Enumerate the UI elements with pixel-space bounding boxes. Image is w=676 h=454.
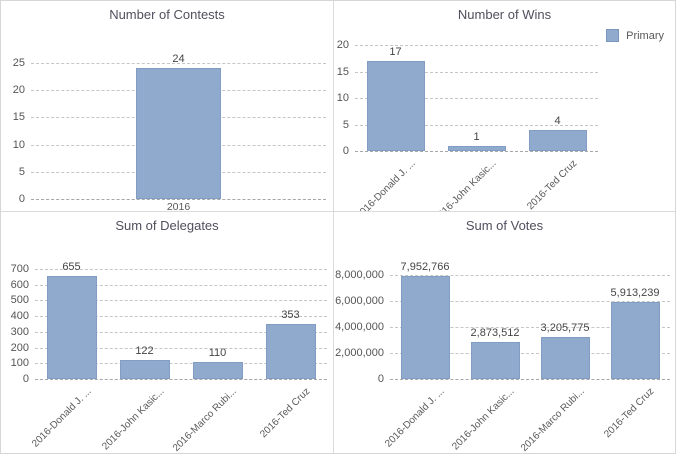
y-axis-tick-label: 20	[12, 84, 25, 97]
legend: Primary	[606, 29, 664, 42]
chart-panel-sum-of-votes: Sum of Votes 0 2,000,000 4,000,000 6,000,00…	[334, 212, 675, 453]
bar-value-label: 353	[281, 308, 300, 321]
legend-label: Primary	[626, 29, 664, 42]
bar-value-label: 7,952,766	[400, 260, 450, 273]
y-axis-tick-label: 200	[10, 341, 29, 354]
bar-value-label: 4	[554, 114, 561, 127]
gridline	[355, 71, 598, 73]
bar	[265, 323, 316, 379]
y-axis-tick-label: 2,000,000	[335, 347, 384, 359]
bar-value-label: 655	[62, 261, 81, 274]
gridline	[35, 347, 327, 349]
gridline	[31, 63, 326, 64]
bar-value-label: 1	[473, 130, 480, 143]
chart-title: Sum of Delegates	[115, 218, 219, 233]
gridline	[35, 316, 327, 318]
y-axis-tick-label: 6,000,000	[335, 295, 384, 307]
bar	[447, 145, 506, 151]
x-axis-tick-label: 2016-Ted Cruz	[258, 386, 313, 441]
bar-value-label: 17	[389, 45, 402, 58]
x-axis-tick-label: 2016	[166, 201, 191, 212]
bar-value-label: 24	[172, 53, 185, 66]
x-axis-baseline	[31, 199, 326, 200]
gridline	[390, 275, 670, 276]
x-axis-tick-label: 2016-Donald J. ...	[383, 386, 447, 450]
x-axis-tick-label: 2016-Ted Cruz	[525, 158, 580, 212]
bar	[192, 361, 243, 379]
chart-title: Sum of Votes	[465, 218, 544, 233]
gridline	[355, 98, 598, 99]
y-axis-tick-label: 20	[336, 39, 349, 51]
y-axis-tick-label: 0	[377, 373, 384, 385]
legend-swatch-icon	[606, 29, 620, 42]
y-axis-tick-label: 500	[10, 294, 29, 307]
y-axis-tick-label: 600	[10, 278, 29, 291]
plot-area-delegates: 0 100 200 300 400 500 600 700 655 2016-Donald J. …	[1, 212, 333, 453]
gridline	[355, 124, 598, 126]
x-axis-tick-label: 2016-John Kasic...	[450, 386, 517, 453]
bar-value-label: 122	[135, 344, 154, 357]
x-axis-tick-label: 2016-Ted Cruz	[602, 386, 657, 441]
gridline	[35, 284, 327, 286]
y-axis-tick-label: 5	[342, 118, 349, 131]
bar	[400, 275, 450, 379]
chart-title: Number of Contests	[109, 7, 225, 22]
bar	[540, 337, 590, 379]
bar-value-label: 110	[208, 346, 227, 359]
y-axis-tick-label: 4,000,000	[335, 321, 384, 333]
x-axis-tick-label: 2016-John Kasic...	[431, 158, 499, 212]
x-axis-baseline	[35, 379, 327, 380]
x-axis-baseline	[390, 379, 670, 380]
y-axis-tick-label: 10	[336, 92, 349, 104]
bar	[470, 341, 520, 379]
plot-area-contests: 0 5 10 15 20 25 24 2016	[1, 1, 333, 211]
bar	[366, 60, 425, 151]
x-axis-tick-label: 2016-Donald J. ...	[353, 158, 418, 212]
gridline	[355, 45, 598, 46]
gridline	[390, 327, 670, 328]
y-axis-tick-label: 15	[12, 111, 25, 124]
bar-value-label: 5,913,239	[610, 287, 660, 300]
bar	[136, 68, 221, 199]
bar	[119, 359, 170, 379]
y-axis-tick-label: 400	[10, 310, 29, 323]
y-axis-tick-label: 15	[336, 65, 349, 78]
bar-value-label: 2,873,512	[470, 326, 520, 339]
plot-area-votes: 0 2,000,000 4,000,000 6,000,000 8,000,000 7,9…	[334, 212, 675, 453]
y-axis-tick-label: 0	[18, 193, 25, 205]
gridline	[35, 269, 327, 270]
plot-area-wins: 0 5 10 15 20 17 2016-Donald J. ... 1 2016-John K…	[334, 1, 675, 211]
chart-title: Number of Wins	[457, 7, 552, 22]
gridline	[35, 300, 327, 302]
gridline	[35, 331, 327, 333]
y-axis-tick-label: 5	[18, 165, 25, 178]
x-axis-tick-label: 2016-Marco Rubi...	[171, 386, 240, 453]
y-axis-tick-label: 700	[10, 263, 29, 275]
y-axis-tick-label: 0	[22, 373, 29, 385]
chart-panel-number-of-wins: Number of Wins Primary 0 5 10 15 20 17 2016-Do…	[334, 1, 675, 212]
y-axis-tick-label: 25	[12, 57, 25, 69]
y-axis-tick-label: 8,000,000	[335, 269, 384, 281]
bar	[46, 276, 97, 379]
chart-panel-sum-of-delegates: Sum of Delegates 0 100 200 300 400 500 600 700 6…	[1, 212, 334, 453]
y-axis-tick-label: 100	[10, 357, 29, 370]
x-axis-tick-label: 2016-John Kasic...	[99, 386, 167, 453]
x-axis-tick-label: 2016-Donald J. ...	[29, 386, 94, 450]
x-axis-tick-label: 2016-Marco Rubi...	[518, 386, 587, 453]
bar	[528, 129, 587, 151]
chart-panel-number-of-contests: Number of Contests 0 5 10 15 20 25 24 2016	[1, 1, 334, 212]
y-axis-tick-label: 10	[12, 138, 25, 151]
gridline	[35, 363, 327, 365]
y-axis-tick-label: 0	[342, 145, 349, 157]
gridline	[390, 353, 670, 354]
bar	[610, 302, 660, 379]
bar-value-label: 3,205,775	[540, 322, 590, 335]
x-axis-baseline	[355, 151, 598, 152]
gridline	[390, 301, 670, 302]
y-axis-tick-label: 300	[10, 325, 29, 338]
